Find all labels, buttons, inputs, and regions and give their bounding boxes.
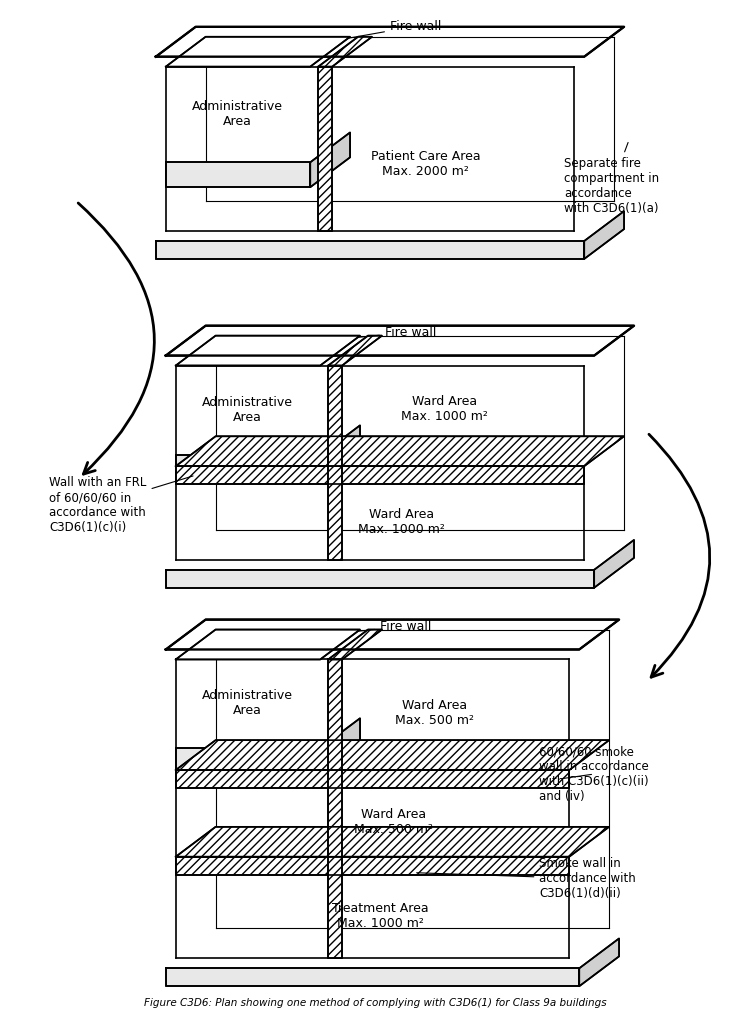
Text: Wall with an FRL
of 60/60/60 in
accordance with
C3D6(1)(c)(i): Wall with an FRL of 60/60/60 in accordan… [50, 476, 193, 535]
Polygon shape [166, 37, 350, 66]
Text: Figure C3D6: Plan showing one method of complying with C3D6(1) for Class 9a buil: Figure C3D6: Plan showing one method of … [144, 998, 606, 1008]
Polygon shape [166, 619, 619, 650]
Polygon shape [176, 827, 609, 856]
Text: Ward Area
Max. 1000 m²: Ward Area Max. 1000 m² [358, 508, 445, 536]
Polygon shape [594, 540, 634, 588]
Polygon shape [320, 718, 360, 773]
Polygon shape [310, 133, 350, 187]
Polygon shape [318, 66, 332, 231]
Text: Smoke wall in
accordance with
C3D6(1)(d)(ii): Smoke wall in accordance with C3D6(1)(d)… [417, 857, 636, 900]
Polygon shape [166, 968, 579, 986]
Polygon shape [176, 455, 320, 480]
Polygon shape [176, 630, 360, 659]
Text: Patient Care Area
Max. 2000 m²: Patient Care Area Max. 2000 m² [371, 149, 481, 178]
Polygon shape [176, 466, 584, 484]
Text: Ward Area
Max. 1000 m²: Ward Area Max. 1000 m² [400, 396, 488, 423]
Polygon shape [176, 335, 360, 366]
Polygon shape [176, 748, 320, 773]
Text: Fire wall: Fire wall [358, 619, 431, 633]
Polygon shape [328, 630, 382, 659]
Text: Fire wall: Fire wall [348, 19, 441, 38]
Polygon shape [166, 162, 310, 187]
Polygon shape [176, 740, 609, 770]
Text: Administrative
Area: Administrative Area [192, 100, 283, 129]
Text: Fire wall: Fire wall [358, 326, 436, 338]
Polygon shape [156, 241, 584, 259]
Polygon shape [166, 326, 634, 356]
Polygon shape [584, 212, 624, 259]
Text: Ward Area
Max. 500 m²: Ward Area Max. 500 m² [354, 808, 433, 836]
Polygon shape [318, 37, 372, 66]
Text: 60/60/60 smoke
wall in accordance
with C3D6(1)(c)(ii)
and (iv): 60/60/60 smoke wall in accordance with C… [539, 745, 650, 803]
Text: Treatment Area
Max. 1000 m²: Treatment Area Max. 1000 m² [332, 902, 429, 930]
Text: Administrative
Area: Administrative Area [202, 689, 293, 717]
Text: Administrative
Area: Administrative Area [202, 397, 293, 424]
Polygon shape [176, 436, 624, 466]
Polygon shape [166, 570, 594, 588]
Polygon shape [328, 366, 342, 560]
Polygon shape [579, 938, 619, 986]
Polygon shape [156, 27, 624, 56]
Polygon shape [320, 425, 360, 480]
Polygon shape [176, 856, 569, 875]
Text: Ward Area
Max. 500 m²: Ward Area Max. 500 m² [395, 699, 474, 728]
Polygon shape [176, 770, 569, 788]
Text: Separate fire
compartment in
accordance
with C3D6(1)(a): Separate fire compartment in accordance … [564, 142, 659, 216]
Polygon shape [328, 335, 382, 366]
Polygon shape [328, 659, 342, 959]
